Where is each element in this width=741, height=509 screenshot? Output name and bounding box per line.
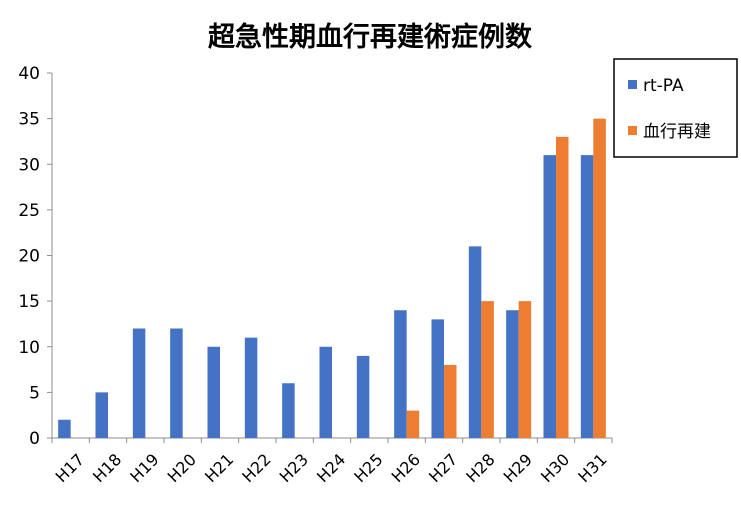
bar-rtpa (170, 328, 183, 438)
legend-label: rt-PA (643, 76, 684, 96)
x-tick-label: H19 (126, 450, 162, 486)
x-tick-label: H30 (537, 450, 573, 486)
bar-rtpa (58, 419, 71, 438)
y-tick-label: 20 (18, 247, 40, 267)
bar-rtpa (207, 346, 220, 438)
chart-title: 超急性期血行再建術症例数 (208, 21, 533, 53)
x-tick-label: H21 (201, 450, 237, 486)
bar-rtpa (282, 383, 295, 438)
y-tick-label: 25 (18, 201, 40, 221)
bars (58, 118, 606, 438)
x-tick-label: H23 (276, 450, 312, 486)
x-tick-label: H20 (164, 450, 200, 486)
y-tick-label: 15 (18, 292, 40, 312)
bar-revascularization (444, 365, 457, 438)
x-tick-label: H22 (238, 450, 274, 486)
y-tick-label: 10 (18, 338, 40, 358)
bar-revascularization (406, 410, 420, 438)
bar-rtpa (468, 246, 482, 438)
legend: rt-PA 血行再建 (613, 58, 738, 158)
bar-rtpa (95, 392, 108, 438)
bar-rtpa (319, 346, 332, 438)
bar-revascularization (481, 301, 494, 438)
y-tick-label: 35 (18, 110, 40, 130)
bar-revascularization (556, 136, 569, 438)
bar-rtpa (244, 337, 258, 438)
x-tick-label: H29 (500, 450, 536, 486)
bar-rtpa (394, 310, 407, 438)
x-axis: H17 H18 H19 H20 H21 H22 H23 H24 H25 H26 H27 H28 H29 H… (51, 437, 613, 486)
bar-rtpa (431, 319, 444, 438)
legend-label: 血行再建 (643, 122, 711, 142)
x-tick-label: H17 (52, 450, 88, 486)
legend-box (613, 58, 738, 158)
bar-revascularization (518, 301, 532, 438)
bar-rtpa (132, 328, 146, 438)
bar-rtpa (356, 355, 370, 438)
bar-revascularization (593, 118, 606, 438)
x-tick-label: H26 (388, 450, 424, 486)
y-tick-label: 30 (18, 155, 40, 175)
legend-swatch (628, 126, 637, 135)
y-tick-label: 40 (18, 64, 40, 84)
x-tick-label: H28 (462, 450, 498, 486)
x-tick-label: H31 (574, 450, 610, 486)
bar-rtpa (580, 155, 594, 438)
y-tick-label: 5 (29, 383, 40, 403)
x-tick-label: H27 (425, 450, 461, 486)
bar-rtpa (543, 155, 556, 438)
legend-swatch (628, 80, 637, 89)
y-tick-label: 0 (29, 429, 40, 449)
x-tick-label: H25 (350, 450, 386, 486)
bar-rtpa (506, 310, 519, 438)
x-tick-label: H18 (89, 450, 125, 486)
x-tick-label: H24 (313, 450, 349, 486)
y-axis: 0 5 10 15 20 25 30 35 40 (18, 64, 53, 449)
